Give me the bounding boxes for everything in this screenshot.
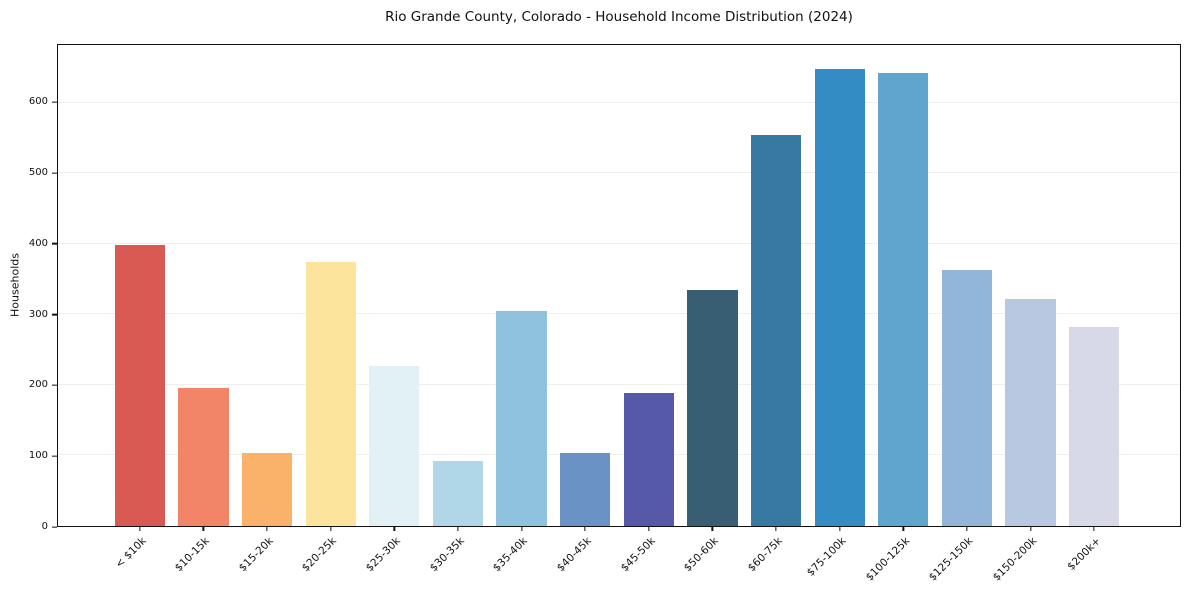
bar-125-150k xyxy=(941,269,993,526)
y-axis-tick-area: 0 100 200 300 400 500 600 xyxy=(0,44,57,532)
bar-60-75k xyxy=(750,135,802,526)
x-tick-label-2: $10-15k xyxy=(172,535,212,575)
x-tick-mark-1 xyxy=(139,526,141,531)
bar-20-25k xyxy=(305,262,356,526)
y-tick-mark-200 xyxy=(52,384,57,387)
bar-slot-14: $125-150k xyxy=(927,45,999,584)
gridline-y-300 xyxy=(58,313,1180,315)
bar-slot-11: $60-75k xyxy=(744,45,808,574)
x-tick-mark-10 xyxy=(711,526,714,531)
bar-slot-6: $30-35k xyxy=(426,45,490,574)
y-tick-label-0: 0 xyxy=(41,521,48,532)
x-tick-label-3: $15-20k xyxy=(236,535,276,575)
bar-40-45k xyxy=(560,453,611,526)
bar-200k xyxy=(1069,327,1120,526)
bar-slot-9: $45-50k xyxy=(617,45,681,574)
bar-slot-13: $100-125k xyxy=(863,45,936,584)
bar-10k xyxy=(114,244,165,526)
bars-layer: < $10k $10-15k $15-20k $20-25k $25-30k $30-35… xyxy=(58,45,1180,584)
gridline-y-200 xyxy=(58,383,1180,385)
gridline-y-100 xyxy=(58,454,1180,456)
x-tick-mark-16 xyxy=(1093,526,1095,531)
bar-50-60k xyxy=(687,290,738,526)
x-tick-label-4: $20-25k xyxy=(300,535,340,575)
bar-slot-8: $40-45k xyxy=(553,45,617,574)
y-tick-label-500: 500 xyxy=(28,166,48,178)
x-tick-mark-12 xyxy=(839,526,841,531)
gridline-y-500 xyxy=(58,172,1180,174)
bar-slot-4: $20-25k xyxy=(299,45,363,574)
bar-slot-16: $200k+ xyxy=(1062,45,1126,573)
bar-100-125k xyxy=(878,72,929,526)
x-tick-label-14: $125-150k xyxy=(926,535,976,584)
y-tick-mark-400 xyxy=(52,243,57,245)
x-tick-mark-3 xyxy=(266,526,268,531)
y-tick-mark-300 xyxy=(52,313,57,316)
bar-75-100k xyxy=(814,68,865,526)
y-tick-label-600: 600 xyxy=(28,96,48,108)
x-tick-mark-6 xyxy=(457,526,459,531)
x-tick-label-15: $150-200k xyxy=(990,535,1040,584)
gridline-y-600 xyxy=(58,101,1180,103)
bar-slot-2: $10-15k xyxy=(172,45,236,574)
x-tick-label-13: $100-125k xyxy=(863,535,912,584)
x-tick-label-8: $40-45k xyxy=(554,535,594,575)
bar-slot-10: $50-60k xyxy=(681,45,745,574)
x-tick-mark-15 xyxy=(1029,526,1032,531)
bar-slot-12: $75-100k xyxy=(804,45,872,579)
x-tick-mark-2 xyxy=(202,526,205,531)
y-tick-mark-500 xyxy=(52,172,57,174)
x-tick-label-12: $75-100k xyxy=(804,535,849,579)
gridline-y-400 xyxy=(58,242,1180,244)
x-tick-mark-9 xyxy=(648,526,650,531)
x-tick-label-7: $35-40k xyxy=(490,535,531,575)
bar-slot-1: < $10k xyxy=(108,45,172,571)
x-tick-label-10: $50-60k xyxy=(681,535,721,575)
x-tick-mark-5 xyxy=(393,526,395,531)
y-tick-label-400: 400 xyxy=(28,237,48,249)
x-tick-label-5: $25-30k xyxy=(363,535,403,575)
x-tick-label-16: $200k+ xyxy=(1064,535,1103,573)
y-tick-label-200: 200 xyxy=(28,379,48,391)
bar-35-40k xyxy=(496,310,547,526)
plot-area: < $10k $10-15k $15-20k $20-25k $25-30k $30-35… xyxy=(57,44,1181,584)
y-tick-mark-600 xyxy=(52,101,57,103)
x-tick-mark-11 xyxy=(775,526,777,531)
chart-title: Rio Grande County, Colorado - Household … xyxy=(385,9,853,25)
x-tick-mark-14 xyxy=(966,526,968,531)
x-tick-label-11: $60-75k xyxy=(745,535,785,575)
bar-30-35k xyxy=(432,461,484,526)
bar-slot-3: $15-20k xyxy=(235,45,299,574)
bar-10-15k xyxy=(178,388,229,526)
bar-45-50k xyxy=(623,392,674,526)
bar-25-30k xyxy=(369,365,420,526)
x-tick-label-9: $45-50k xyxy=(618,535,658,575)
bar-slot-15: $150-200k xyxy=(991,45,1063,584)
x-tick-mark-13 xyxy=(902,526,904,531)
x-tick-mark-8 xyxy=(584,526,586,531)
bar-150-200k xyxy=(1005,298,1056,526)
x-tick-label-6: $30-35k xyxy=(427,535,467,575)
bar-15-20k xyxy=(241,452,293,526)
y-tick-mark-0 xyxy=(52,526,57,528)
y-tick-label-300: 300 xyxy=(28,308,48,320)
y-tick-mark-100 xyxy=(52,455,57,457)
y-tick-label-100: 100 xyxy=(28,450,48,462)
bar-slot-5: $25-30k xyxy=(363,45,427,574)
x-tick-mark-7 xyxy=(520,526,523,531)
x-tick-mark-4 xyxy=(330,526,332,531)
x-tick-label-1: < $10k xyxy=(112,535,149,571)
bar-slot-7: $35-40k xyxy=(490,45,554,574)
